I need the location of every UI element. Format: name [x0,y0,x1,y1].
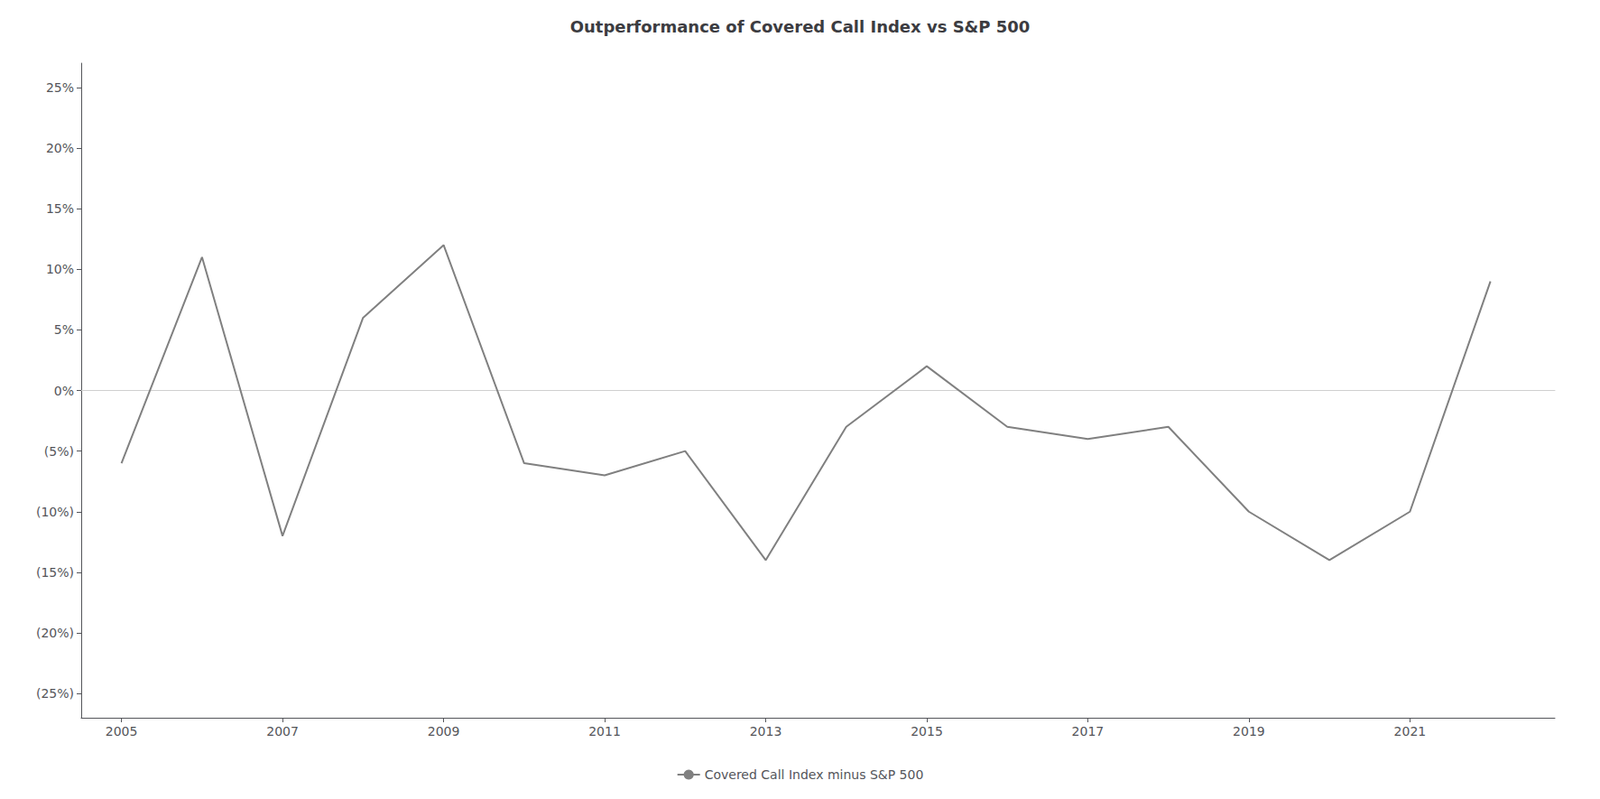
svg-text:(10%): (10%) [36,504,74,519]
svg-text:2017: 2017 [1072,723,1105,739]
svg-text:(15%): (15%) [36,564,74,580]
svg-text:2013: 2013 [749,723,783,739]
svg-text:10%: 10% [46,261,74,277]
svg-text:15%: 15% [46,201,74,216]
svg-text:25%: 25% [46,80,74,95]
svg-text:2015: 2015 [910,723,944,739]
svg-text:20%: 20% [46,140,74,156]
svg-text:2011: 2011 [588,723,621,739]
svg-text:(25%): (25%) [36,685,74,701]
svg-text:2009: 2009 [427,723,461,739]
svg-text:Covered Call Index minus S&P 5: Covered Call Index minus S&P 500 [704,767,925,782]
svg-text:2005: 2005 [105,723,139,739]
svg-text:5%: 5% [54,322,74,337]
svg-text:2019: 2019 [1232,723,1266,739]
svg-text:0%: 0% [54,383,74,398]
svg-text:2007: 2007 [266,723,299,739]
svg-text:(5%): (5%) [44,443,74,459]
svg-text:(20%): (20%) [36,625,74,640]
svg-text:2021: 2021 [1394,723,1427,739]
svg-text:Outperformance of Covered Call: Outperformance of Covered Call Index vs … [570,17,1031,37]
